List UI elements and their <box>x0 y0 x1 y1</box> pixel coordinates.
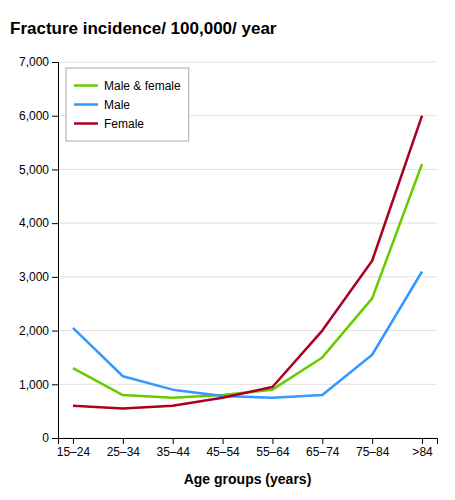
y-axis: 0 1,000 2,000 3,000 4,000 5,000 6,000 7,000 <box>19 55 59 445</box>
series-line <box>73 164 422 398</box>
x-tick-label: 45–54 <box>206 445 240 459</box>
x-tick-label: 65–74 <box>306 445 340 459</box>
x-tick: 45–54 <box>206 438 240 459</box>
x-tick-mark <box>123 438 124 444</box>
x-tick-label: 75–84 <box>356 445 390 459</box>
x-tick-label: >84 <box>412 445 433 459</box>
y-tick-mark <box>52 331 58 332</box>
x-tick: 55–64 <box>256 438 290 459</box>
y-tick-mark <box>52 438 58 439</box>
legend: Male & female Male Female <box>66 68 189 141</box>
lines <box>73 116 422 409</box>
x-axis-title: Age groups (years) <box>184 471 312 487</box>
y-tick: 0 <box>42 431 58 445</box>
grid-line <box>58 330 437 331</box>
y-axis-line <box>52 63 59 439</box>
x-tick-label: 25–34 <box>107 445 141 459</box>
x-axis-line <box>59 439 438 445</box>
y-tick-mark <box>52 62 58 63</box>
y-tick: 5,000 <box>19 163 58 177</box>
y-tick-mark <box>52 169 58 170</box>
y-tick: 1,000 <box>19 378 58 392</box>
x-tick-mark <box>322 438 323 444</box>
y-tick-label: 1,000 <box>19 378 49 392</box>
legend-label: Female <box>104 117 144 131</box>
y-tick-mark <box>52 277 58 278</box>
chart: Fracture incidence/ 100,000/ year 0 1,000 2… <box>0 0 455 500</box>
x-tick-label: 15–24 <box>57 445 91 459</box>
y-tick: 3,000 <box>19 270 58 284</box>
series-line <box>73 271 422 397</box>
x-tick: >84 <box>412 438 433 459</box>
y-tick-mark <box>52 116 58 117</box>
y-tick-label: 3,000 <box>19 270 49 284</box>
x-tick: 25–34 <box>107 438 141 459</box>
grid-line <box>58 62 437 63</box>
legend-swatch <box>74 122 98 125</box>
y-tick-mark <box>52 223 58 224</box>
y-tick: 7,000 <box>19 55 58 69</box>
legend-label: Male <box>104 98 130 112</box>
legend-swatch <box>74 84 98 87</box>
legend-box <box>66 68 189 141</box>
grid-line <box>58 223 437 224</box>
y-tick: 4,000 <box>19 216 58 230</box>
grid-line <box>58 384 437 385</box>
y-tick: 6,000 <box>19 109 58 123</box>
x-axis: 15–24 25–34 35–44 45–54 55–64 65–74 75–84 >84 <box>57 438 438 459</box>
title: Fracture incidence/ 100,000/ year <box>10 19 277 38</box>
legend-label: Male & female <box>104 79 181 93</box>
y-tick-label: 2,000 <box>19 324 49 338</box>
x-tick-label: 35–44 <box>157 445 191 459</box>
x-tick-mark <box>73 438 74 444</box>
grid-line <box>58 169 437 170</box>
x-tick-mark <box>272 438 273 444</box>
y-tick-label: 5,000 <box>19 163 49 177</box>
x-tick-mark <box>372 438 373 444</box>
y-tick-label: 0 <box>42 431 49 445</box>
grid <box>58 62 437 438</box>
x-tick: 15–24 <box>57 438 91 459</box>
legend-swatch <box>74 103 98 106</box>
y-tick: 2,000 <box>19 324 58 338</box>
x-tick-mark <box>223 438 224 444</box>
plot: 0 1,000 2,000 3,000 4,000 5,000 6,000 7,000 15–2… <box>19 55 438 458</box>
y-tick-label: 7,000 <box>19 55 49 69</box>
x-tick-label: 55–64 <box>256 445 290 459</box>
x-tick: 75–84 <box>356 438 390 459</box>
x-tick-mark <box>173 438 174 444</box>
x-tick: 65–74 <box>306 438 340 459</box>
x-tick: 35–44 <box>157 438 191 459</box>
y-tick-mark <box>52 384 58 385</box>
y-tick-label: 4,000 <box>19 216 49 230</box>
y-tick-label: 6,000 <box>19 109 49 123</box>
x-tick-mark <box>422 438 423 444</box>
series-line <box>73 116 422 409</box>
